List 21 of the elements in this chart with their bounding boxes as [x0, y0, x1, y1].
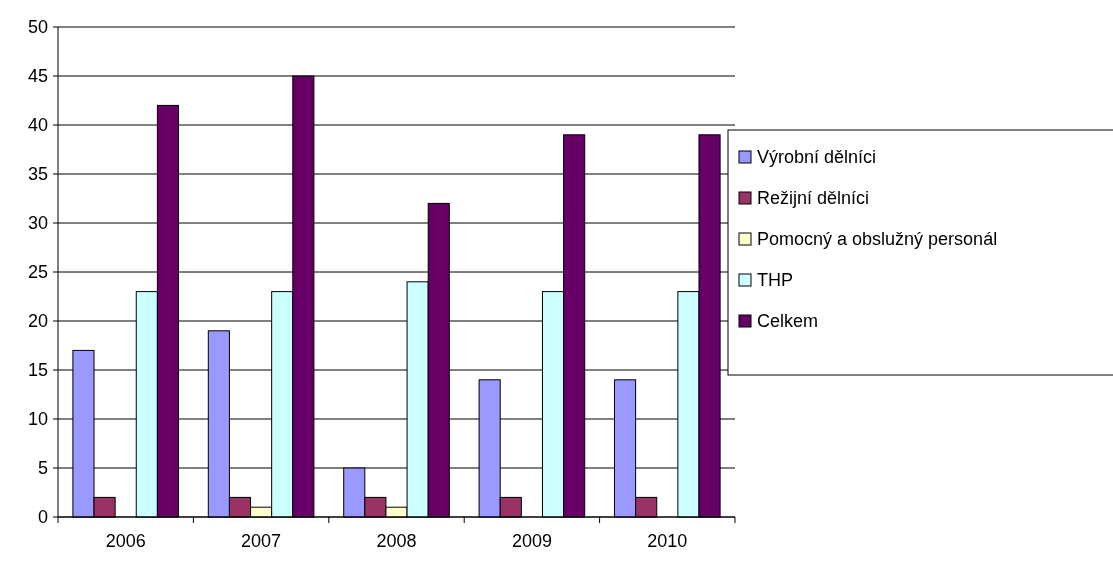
y-tick-label: 30: [27, 213, 48, 234]
x-tick-label: 2010: [647, 531, 688, 551]
x-tick-label: 2007: [241, 531, 282, 551]
x-tick-label: 2009: [511, 531, 552, 551]
y-tick-label: 35: [27, 164, 48, 185]
legend-label: Celkem: [757, 311, 819, 332]
y-tick-label: 50: [27, 17, 48, 38]
legend-label: THP: [757, 270, 793, 291]
y-tick-label: 25: [27, 262, 48, 283]
y-tick-label: 40: [27, 115, 48, 136]
legend-label: Pomocný a obslužný personál: [757, 229, 998, 250]
x-tick-label: 2006: [105, 531, 146, 551]
y-tick-label: 15: [27, 360, 48, 381]
legend-label: Režijní dělníci: [757, 188, 870, 209]
y-tick-label: 0: [37, 507, 48, 528]
y-tick-label: 20: [27, 311, 48, 332]
y-tick-label: 45: [27, 66, 48, 87]
y-tick-label: 5: [37, 458, 48, 479]
legend-label: Výrobní dělníci: [757, 147, 877, 168]
y-tick-label: 10: [27, 409, 48, 430]
x-tick-label: 2008: [376, 531, 417, 551]
